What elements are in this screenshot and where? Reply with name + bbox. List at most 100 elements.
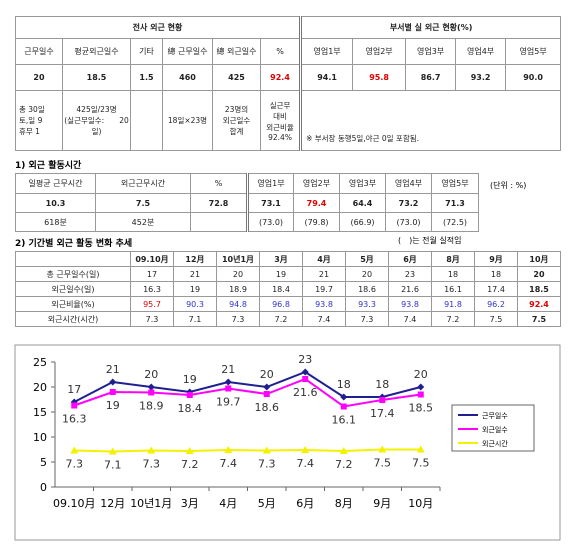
cell (15, 251, 131, 267)
series-line (73, 377, 421, 408)
cell: 영업2부 (352, 38, 407, 65)
data-label: 7.4 (297, 457, 315, 470)
cell: 7.2 (431, 311, 475, 327)
cell: 17.4 (474, 281, 518, 297)
cell: 5月 (345, 251, 389, 267)
overview-table: 전사 외근 현황 부서별 실 외근 현황(%) 근무일수 평균외근일수 기타 總 근무일… (14, 16, 562, 151)
cell: 7.1 (173, 311, 217, 327)
x-tick-label: 12月 (100, 497, 125, 510)
cell: 1.5 (130, 64, 163, 91)
cell: 외근비율(%) (15, 296, 131, 312)
cell: 95.8 (352, 64, 407, 91)
cell: 7.4 (388, 311, 432, 327)
cell (190, 212, 249, 232)
cell: 93.8 (388, 296, 432, 312)
data-label: 20 (144, 368, 158, 381)
marker (263, 383, 271, 391)
marker (185, 447, 194, 454)
data-label: 20 (414, 368, 428, 381)
x-tick-label: 5月 (258, 497, 276, 510)
marker (147, 446, 156, 454)
marker (186, 388, 194, 396)
data-label: 7.3 (258, 458, 276, 471)
marker (417, 391, 424, 398)
cell: 영업4부 (455, 38, 507, 65)
cell-line: 대비 (273, 111, 287, 121)
series-line (74, 448, 421, 453)
y-tick-label: 15 (33, 406, 47, 419)
cell: 일평균 근무시간 (15, 173, 96, 194)
data-label: 20 (260, 368, 274, 381)
cell: 18 (474, 266, 518, 282)
cell: 425 (212, 64, 261, 91)
cell: 7.5 (474, 311, 518, 327)
cell: 21 (302, 266, 346, 282)
cell: 96.2 (474, 296, 518, 312)
cell: 94.8 (216, 296, 260, 312)
note: ※ 부서장 동행5일,야근 0일 포함됨. (300, 90, 562, 151)
marker (263, 391, 270, 397)
cell: 93.8 (302, 296, 346, 312)
cell: 영업5부 (505, 38, 562, 65)
cell: 18일×23명 (162, 90, 213, 151)
cell: 64.4 (339, 193, 386, 213)
data-label: 18.9 (139, 400, 164, 413)
data-label: 18.4 (178, 402, 203, 415)
data-label: 16.3 (62, 413, 87, 426)
section-title: 1) 외근 활동시간 (15, 161, 82, 171)
y-tick-label: 0 (40, 481, 47, 494)
cell: 73.2 (385, 193, 432, 213)
cell: 16.1 (431, 281, 475, 297)
cell: 19.7 (302, 281, 346, 297)
cell: 72.8 (190, 193, 249, 213)
header: 부서별 실 외근 현황(%) (300, 16, 562, 39)
cell-line: 425일/23명 (76, 105, 117, 114)
cell: 18.9 (216, 281, 260, 297)
cell: 總 외근일수 (212, 38, 261, 65)
data-label: 17 (67, 383, 81, 396)
data-label: 19 (183, 373, 197, 386)
y-tick-label: 25 (33, 356, 47, 369)
cell: 영업4부 (385, 173, 432, 194)
cell-line: 23명의 (224, 105, 249, 114)
cell-line: 휴무 1 (19, 127, 40, 136)
data-label: 18.6 (255, 401, 280, 414)
data-label: 18.5 (409, 402, 434, 415)
cell: 90.0 (505, 64, 562, 91)
cell: 18.5 (62, 64, 131, 91)
cell: 21.6 (388, 281, 432, 297)
data-label: 17.4 (370, 407, 395, 420)
cell-line: 외근일수 (222, 116, 251, 125)
data-label: 21.6 (293, 386, 318, 399)
cell: 18.5 (517, 281, 561, 297)
cell: 93.3 (345, 296, 389, 312)
marker (70, 446, 79, 454)
cell: 7.3 (345, 311, 389, 327)
data-label: 7.1 (104, 459, 122, 472)
marker (301, 368, 309, 376)
y-tick-label: 10 (33, 431, 47, 444)
data-label: 7.4 (220, 457, 238, 470)
x-tick-label: 10년1月 (130, 497, 172, 510)
cell: 기타 (130, 38, 163, 65)
chart-frame (14, 344, 561, 541)
cell: 6月 (388, 251, 432, 267)
cell: 7.5 (517, 311, 561, 327)
data-label: 7.5 (374, 457, 392, 470)
cell: 23 (388, 266, 432, 282)
cell: 總 근무일수 (162, 38, 213, 65)
cell: 10.3 (15, 193, 96, 213)
data-label: 18 (375, 378, 389, 391)
cell: 영업1부 (247, 173, 294, 194)
note: ( )는 전월 실적임 (398, 236, 462, 245)
legend-box (451, 404, 535, 452)
series-line (73, 370, 422, 403)
cell: 618분 (15, 212, 96, 232)
cell: 외근시간(시간) (15, 311, 131, 327)
marker (109, 378, 117, 386)
marker (302, 376, 309, 382)
marker (417, 383, 425, 391)
marker (71, 402, 78, 409)
cell: 9月 (474, 251, 518, 267)
data-label: 19.7 (216, 396, 241, 409)
